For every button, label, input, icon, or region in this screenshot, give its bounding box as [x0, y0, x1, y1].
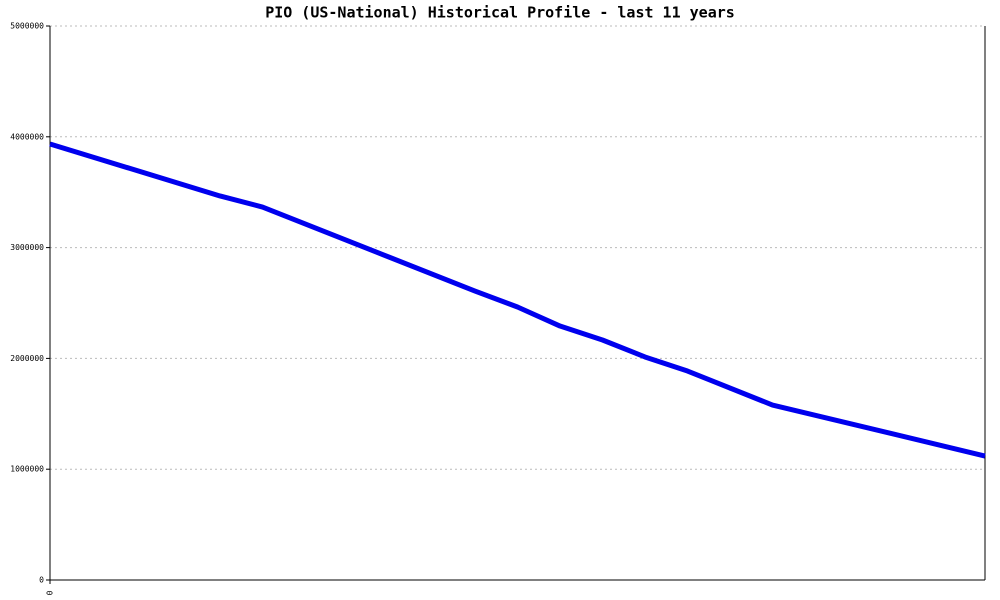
x-tick-label: 0	[46, 590, 55, 595]
y-tick-label: 3000000	[10, 243, 44, 252]
y-tick-label: 1000000	[10, 465, 44, 474]
data-line	[49, 141, 986, 459]
y-tick-label: 0	[39, 576, 44, 585]
y-tick-label: 4000000	[10, 132, 44, 141]
y-tick-label: 2000000	[10, 354, 44, 363]
chart-title: PIO (US-National) Historical Profile - l…	[265, 4, 735, 22]
y-tick-label: 5000000	[10, 22, 44, 31]
